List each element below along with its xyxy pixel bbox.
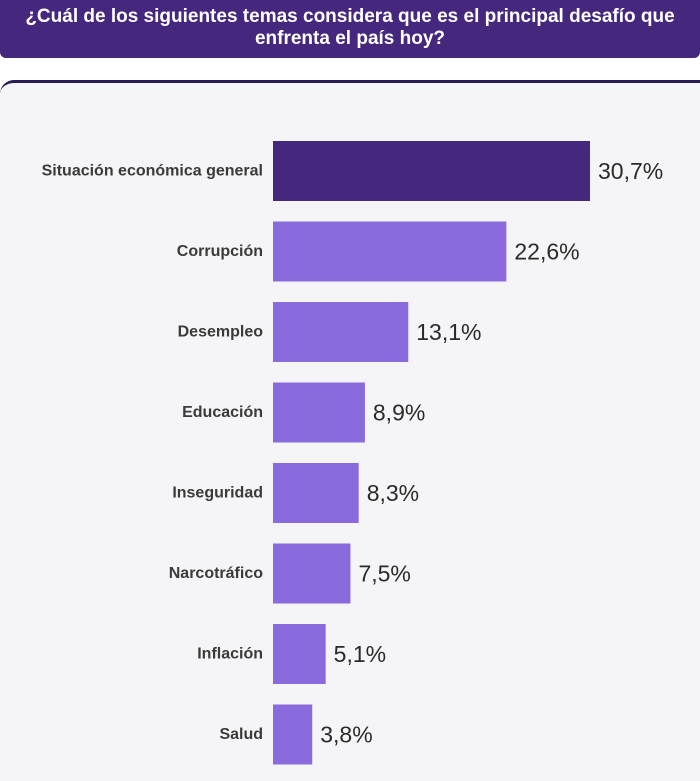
- value-label: 7,5%: [358, 561, 410, 587]
- chart-title: ¿Cuál de los siguientes temas considera …: [25, 5, 675, 49]
- value-label: 8,3%: [367, 480, 419, 506]
- value-label: 22,6%: [514, 239, 579, 265]
- category-label: Educación: [182, 404, 263, 421]
- category-label: Narcotráfico: [169, 565, 263, 582]
- bar-8: [273, 704, 313, 765]
- value-label: 5,1%: [334, 641, 386, 667]
- category-label: Desempleo: [178, 324, 264, 341]
- bar-1: [273, 141, 590, 201]
- value-label: 8,9%: [373, 400, 425, 426]
- bar-6: [273, 543, 351, 604]
- bar-3: [273, 302, 409, 362]
- bar-7: [273, 624, 326, 684]
- category-label: Situación económica general: [42, 163, 263, 180]
- category-label: Salud: [219, 726, 263, 743]
- header-gap: [0, 58, 700, 80]
- chart-title-bar: ¿Cuál de los siguientes temas considera …: [0, 0, 700, 58]
- bar-2: [273, 221, 507, 282]
- bar-5: [273, 463, 359, 523]
- category-label: Inseguridad: [172, 485, 263, 502]
- category-label: Inflación: [197, 646, 263, 663]
- value-label: 3,8%: [320, 722, 372, 748]
- value-label: 30,7%: [598, 158, 663, 184]
- bar-4: [273, 382, 365, 443]
- value-label: 13,1%: [416, 319, 481, 345]
- category-label: Corrupción: [177, 243, 263, 260]
